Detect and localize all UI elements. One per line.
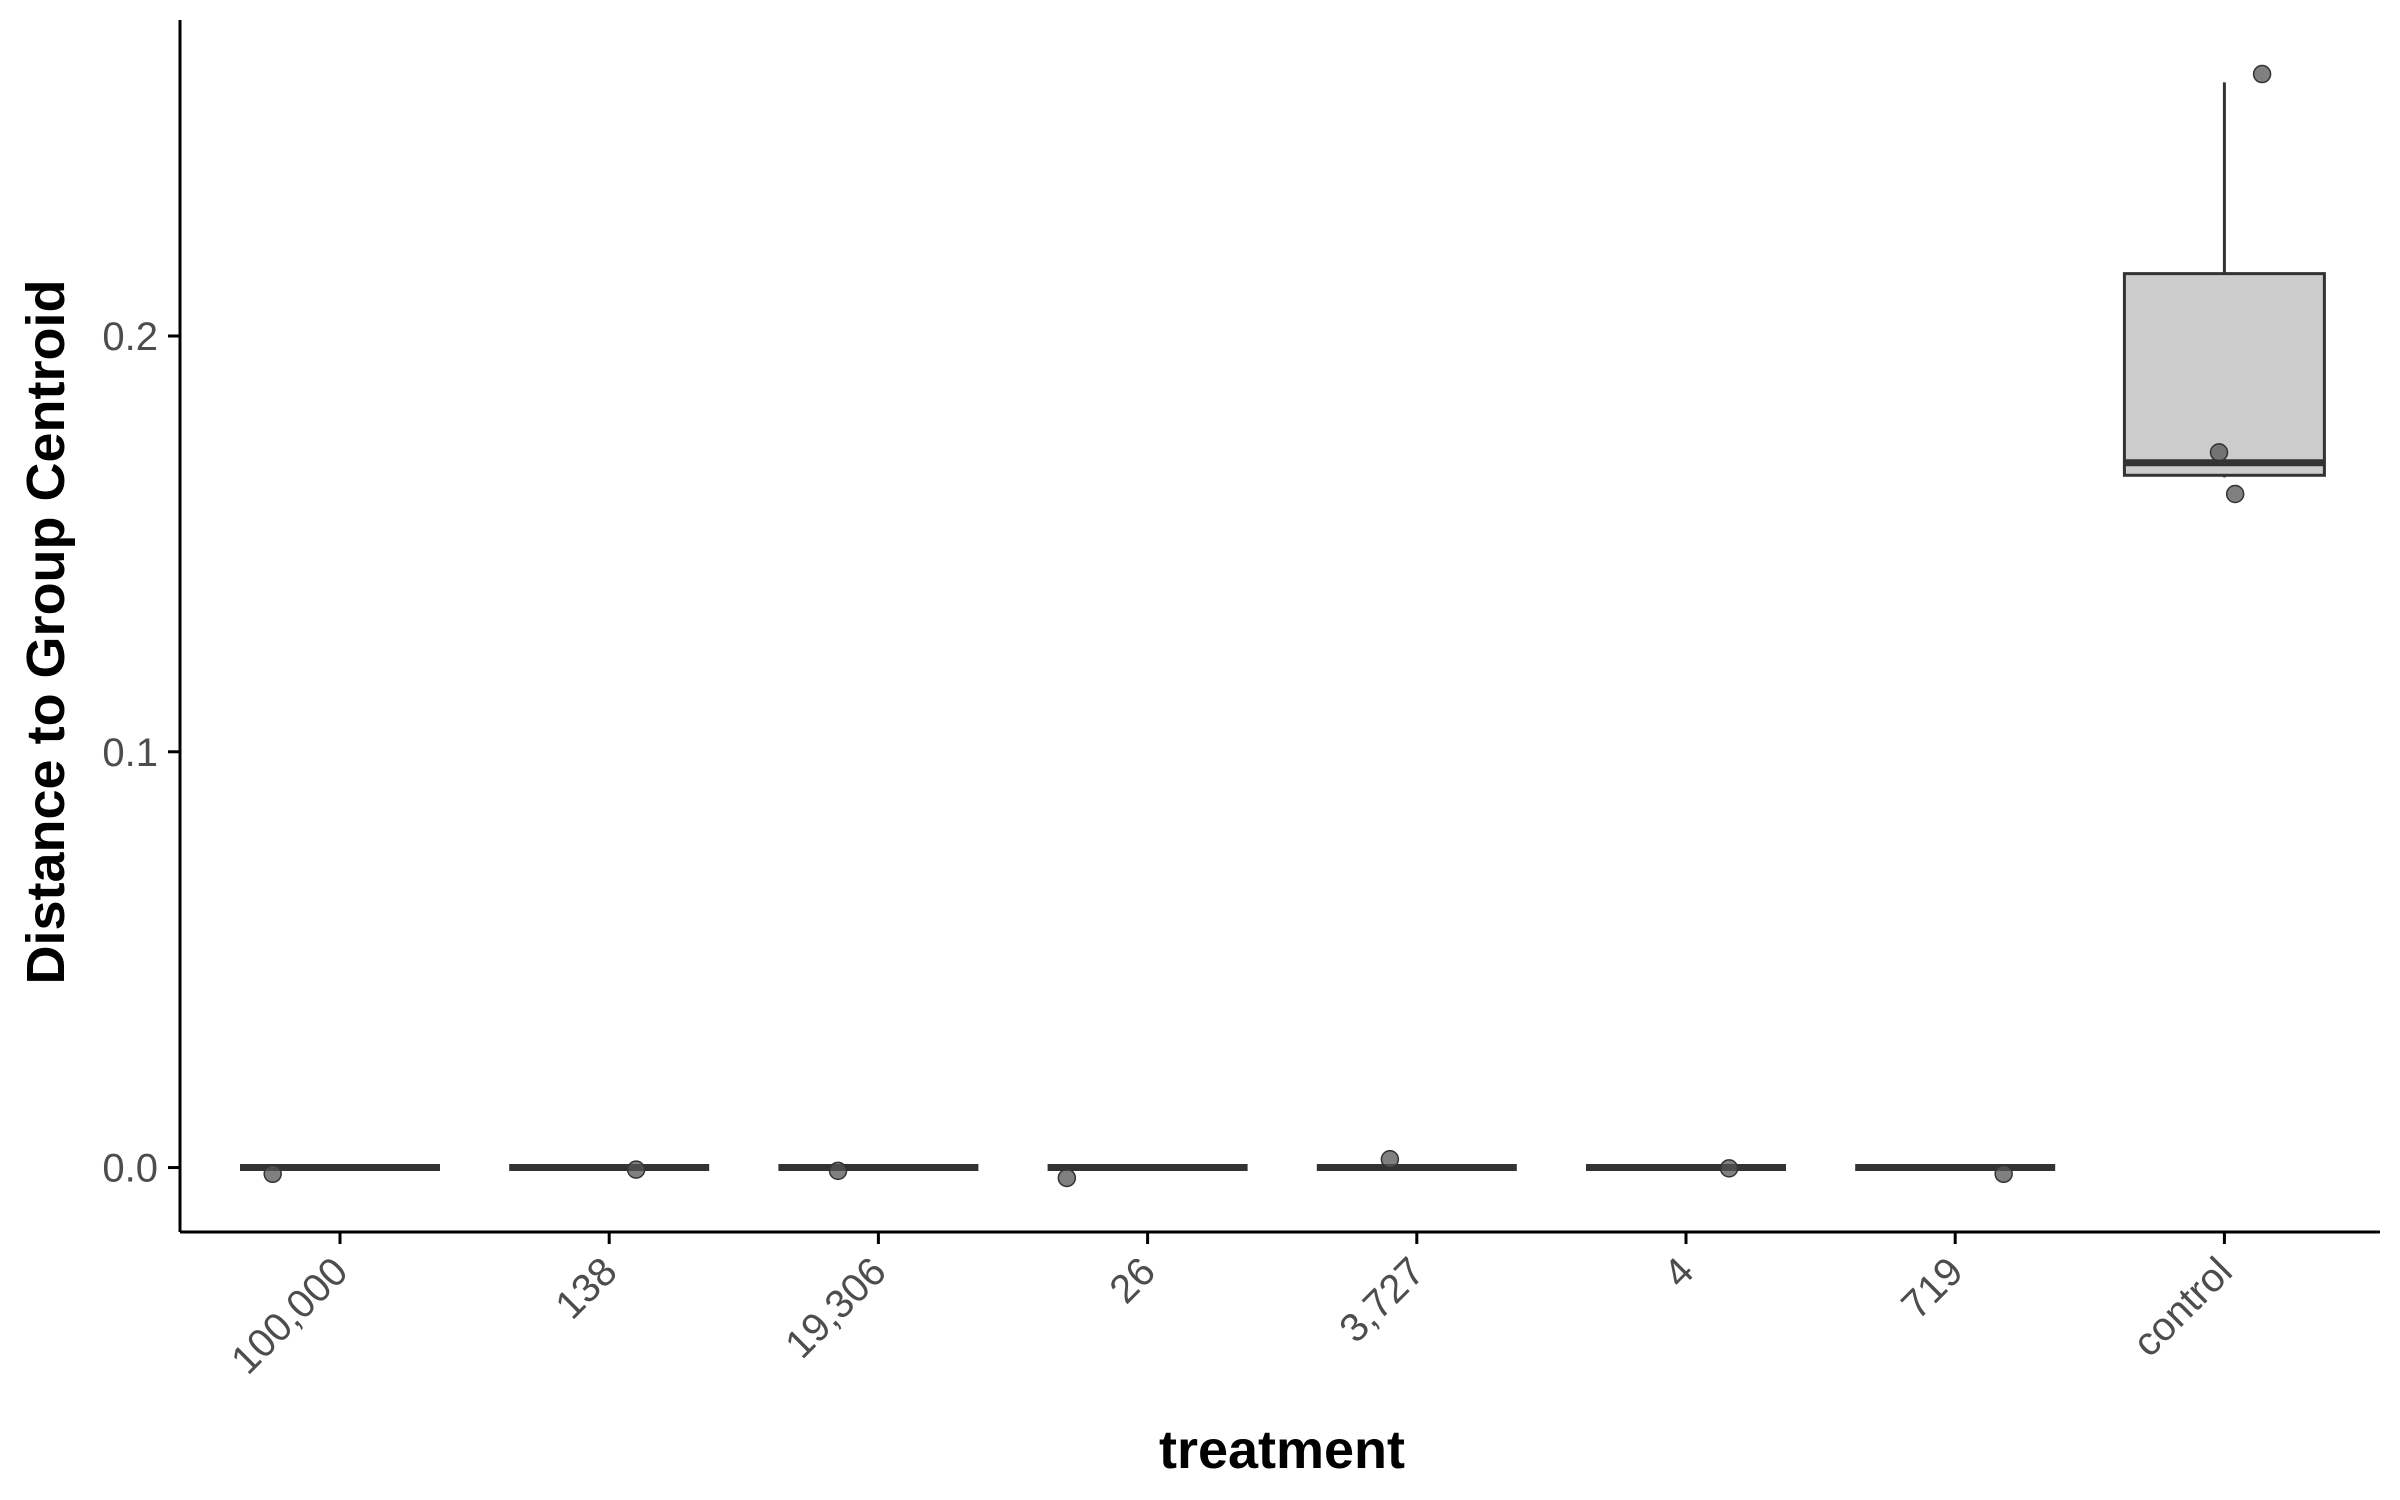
y-tick-label: 0.1	[102, 731, 158, 775]
y-axis-title: Distance to Group Centroid	[16, 279, 76, 984]
y-tick-label: 0.2	[102, 315, 158, 359]
x-tick-label: 138	[547, 1249, 625, 1327]
points-layer	[263, 64, 2272, 1188]
data-point	[626, 1160, 646, 1179]
x-tick-label: 19,306	[777, 1249, 895, 1367]
data-point	[263, 1164, 282, 1184]
x-tick-label: 100,000	[223, 1249, 356, 1382]
box-control	[2122, 82, 2326, 478]
x-tick-label: control	[2125, 1249, 2241, 1365]
data-point	[1994, 1164, 2013, 1184]
data-point	[1719, 1159, 1739, 1178]
y-tick-label: 0.0	[102, 1147, 158, 1191]
y-ticks: 0.0 0.1 0.2	[102, 315, 180, 1191]
box-iqr	[2122, 272, 2326, 477]
data-point	[1380, 1149, 1400, 1169]
x-ticks: 100,000 138 19,306 26 3,727 4 719 control	[223, 1232, 2241, 1383]
data-point	[2225, 484, 2245, 504]
x-axis-title: treatment	[1159, 1420, 1405, 1480]
x-tick-label: 4	[1656, 1249, 1703, 1296]
boxes-layer	[240, 82, 2326, 1172]
x-tick-label: 3,727	[1331, 1249, 1433, 1351]
data-point	[2252, 64, 2272, 84]
x-tick-label: 26	[1101, 1249, 1164, 1312]
x-tick-label: 719	[1893, 1249, 1971, 1327]
data-point	[1057, 1168, 1077, 1188]
data-point	[2209, 443, 2229, 462]
data-point	[828, 1161, 848, 1181]
